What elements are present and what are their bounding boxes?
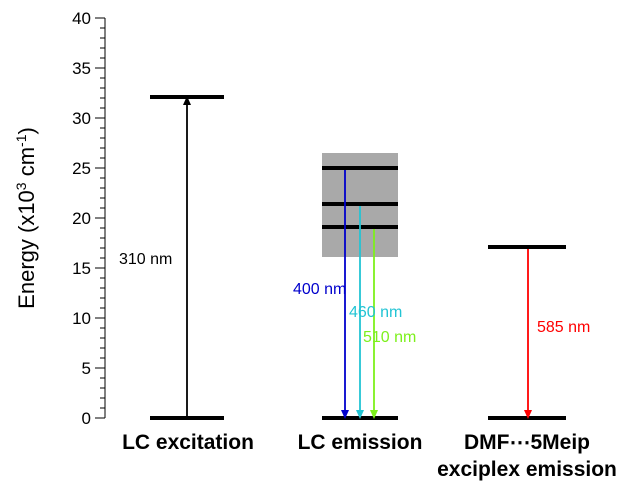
y-axis-label-exp1: 3: [13, 182, 29, 190]
column-label-exciplex-line1: DMF⋯5Meip: [464, 431, 590, 454]
column-label-exciplex-line2: exciplex emission: [437, 458, 617, 481]
column-label-lc-excitation: LC excitation: [122, 431, 254, 454]
y-axis-label: Energy (x103 cm-1): [13, 127, 39, 309]
column-label-lc-emission: LC emission: [298, 431, 423, 454]
y-tick-label: 30: [72, 109, 91, 128]
y-tick-label: 40: [72, 9, 91, 28]
y-tick-label: 10: [72, 309, 91, 328]
y-tick-label: 35: [72, 59, 91, 78]
column-lc-excitation: 310 nm LC excitation: [119, 95, 254, 454]
y-tick-label: 0: [82, 409, 91, 428]
y-tick-label: 25: [72, 159, 91, 178]
transition-label-460nm: 460 nm: [349, 304, 402, 321]
y-axis-label-suffix: ): [14, 127, 39, 134]
column-lc-emission: 400 nm 460 nm 510 nm LC emission: [293, 153, 422, 454]
y-tick-label: 20: [72, 209, 91, 228]
y-axis: 0 5 10 15 20 25 30 35 40: [72, 9, 106, 428]
y-ticks: 0 5 10 15 20 25 30 35 40: [72, 9, 105, 428]
column-exciplex-emission: 585 nm DMF⋯5Meip exciplex emission: [437, 245, 617, 481]
y-axis-label-mid: cm: [14, 147, 39, 182]
transition-label-585nm: 585 nm: [537, 319, 590, 336]
y-axis-label-exp2: -1: [13, 134, 29, 147]
y-axis-label-prefix: Energy (x10: [14, 190, 39, 309]
transition-label-400nm: 400 nm: [293, 281, 346, 298]
transition-label-310nm: 310 nm: [119, 251, 172, 268]
transition-label-510nm: 510 nm: [363, 329, 416, 346]
y-tick-label: 15: [72, 259, 91, 278]
y-tick-label: 5: [82, 359, 91, 378]
